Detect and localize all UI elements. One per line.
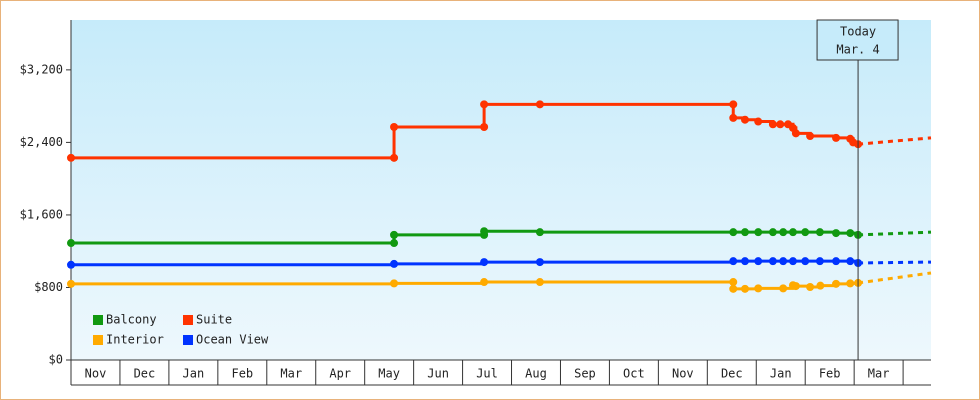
price-point [390, 239, 399, 248]
price-point [832, 257, 841, 266]
x-tick-label: Jan [183, 367, 205, 381]
price-point [788, 257, 797, 266]
price-point [729, 228, 738, 237]
price-point [806, 283, 815, 292]
price-point [480, 278, 489, 287]
price-point [480, 122, 489, 131]
price-point [67, 239, 75, 248]
price-point [729, 113, 738, 122]
price-point [846, 279, 855, 288]
y-tick-label: $2,400 [20, 135, 63, 149]
y-tick-label: $1,600 [20, 207, 63, 221]
price-point [815, 257, 824, 266]
projection-line [858, 260, 932, 265]
legend-swatch [183, 315, 193, 325]
today-label: Today [840, 25, 876, 39]
today-label: Mar. 4 [836, 43, 879, 57]
x-tick-label: Sep [574, 367, 596, 381]
price-point [768, 228, 777, 237]
legend-label: Suite [196, 313, 232, 327]
legend-label: Ocean View [196, 333, 269, 347]
x-tick-label: Jul [476, 367, 498, 381]
price-point [390, 279, 399, 288]
x-tick-label: Nov [85, 367, 107, 381]
price-point [729, 100, 738, 109]
projection-line [857, 271, 932, 285]
price-point [779, 257, 788, 266]
price-point [776, 120, 785, 129]
x-tick-label: Jun [427, 367, 449, 381]
price-point [754, 228, 763, 237]
legend-swatch [93, 335, 103, 345]
x-tick-label: Mar [868, 367, 890, 381]
x-tick-label: Jan [770, 367, 792, 381]
price-point [390, 230, 399, 239]
price-point [535, 278, 544, 287]
price-point [535, 100, 544, 109]
price-point [832, 229, 841, 238]
price-point [67, 260, 75, 269]
price-point [779, 284, 788, 293]
y-tick-label: $0 [49, 353, 63, 367]
x-tick-label: Apr [329, 367, 351, 381]
price-point [832, 279, 841, 288]
legend-label: Balcony [106, 313, 157, 327]
price-point [741, 284, 750, 293]
price-point [390, 259, 399, 268]
legend-label: Interior [106, 333, 164, 347]
price-point [768, 120, 777, 129]
projection-line [858, 230, 932, 237]
price-point [390, 153, 399, 162]
x-tick-label: Dec [721, 367, 743, 381]
y-tick-label: $3,200 [20, 62, 63, 76]
x-tick-label: Mar [280, 367, 302, 381]
price-point [754, 284, 763, 293]
y-tick-label: $800 [34, 280, 63, 294]
price-point [480, 227, 489, 236]
price-point [729, 284, 738, 293]
price-point [788, 228, 797, 237]
price-point [801, 228, 810, 237]
price-point [754, 257, 763, 266]
price-point [535, 228, 544, 237]
today-box [816, 19, 899, 61]
legend-swatch [93, 315, 103, 325]
price-point [815, 228, 824, 237]
x-tick-label: May [378, 367, 400, 381]
x-tick-label: Feb [819, 367, 841, 381]
price-point [480, 100, 489, 109]
price-point [729, 278, 738, 287]
price-point [846, 257, 855, 266]
price-point [67, 279, 75, 288]
price-point [480, 258, 489, 267]
price-point [754, 117, 763, 126]
price-point [806, 132, 815, 141]
x-tick-label: Dec [134, 367, 156, 381]
price-point [801, 257, 810, 266]
x-tick-label: Oct [623, 367, 645, 381]
price-point [816, 281, 825, 290]
x-tick-label: Nov [672, 367, 694, 381]
price-point [791, 129, 800, 138]
projection-line [857, 136, 932, 146]
price-point [741, 257, 750, 266]
price-point [791, 282, 800, 291]
price-point [741, 228, 750, 237]
x-tick-label: Feb [231, 367, 253, 381]
price-point [729, 257, 738, 266]
price-point [779, 228, 788, 237]
price-point [846, 229, 855, 238]
price-point [67, 153, 75, 162]
x-tick-label: Aug [525, 367, 547, 381]
price-point [832, 133, 841, 142]
price-point [741, 115, 750, 124]
legend-swatch [183, 335, 193, 345]
price-point [535, 258, 544, 267]
price-point [768, 257, 777, 266]
price-point [390, 122, 399, 131]
plot-area [71, 20, 931, 360]
